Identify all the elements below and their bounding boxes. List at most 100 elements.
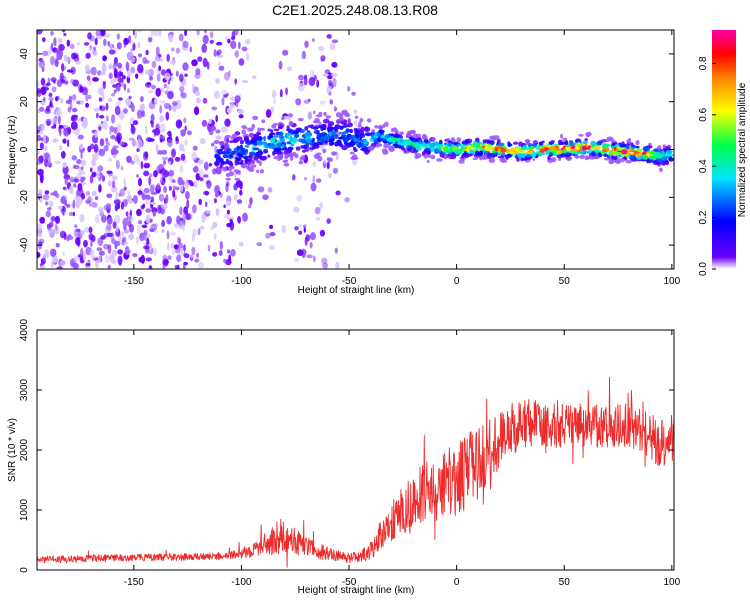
spectrogram-frame (36, 29, 675, 270)
signal-point (253, 133, 259, 138)
signal-point (585, 156, 591, 160)
signal-point (213, 140, 220, 144)
signal-point (286, 125, 290, 130)
noise-speck (218, 65, 225, 71)
noise-speck (145, 214, 151, 224)
noise-speck (38, 188, 43, 194)
noise-speck (245, 52, 250, 61)
noise-speck (87, 145, 92, 153)
noise-speck (269, 224, 274, 229)
signal-point (251, 164, 257, 168)
noise-speck (80, 100, 84, 105)
signal-point (597, 146, 601, 151)
noise-speck (328, 91, 332, 96)
signal-point (424, 144, 429, 149)
noise-speck (295, 98, 302, 106)
noise-speck (111, 114, 116, 124)
noise-speck (99, 172, 103, 177)
signal-point (263, 149, 269, 154)
noise-speck (70, 179, 74, 183)
signal-point (642, 154, 649, 160)
noise-speck (115, 101, 122, 106)
signal-point (355, 134, 360, 139)
signal-point (431, 137, 436, 142)
noise-speck (163, 259, 170, 265)
signal-point (618, 142, 622, 145)
noise-speck (332, 167, 339, 174)
signal-point (278, 154, 283, 158)
signal-point (601, 143, 609, 149)
noise-speck (103, 38, 107, 47)
signal-point (273, 135, 279, 138)
noise-speck (77, 134, 84, 140)
noise-speck (42, 145, 48, 151)
noise-speck (172, 248, 175, 256)
noise-speck (74, 224, 78, 228)
snr-xtick-label: 100 (664, 577, 681, 588)
signal-point (335, 112, 342, 118)
noise-speck (225, 200, 232, 206)
signal-point (556, 154, 563, 159)
noise-speck (98, 97, 103, 102)
noise-speck (79, 214, 85, 223)
signal-point (325, 115, 331, 119)
signal-point (633, 151, 637, 156)
noise-speck (37, 192, 42, 198)
noise-speck (175, 47, 181, 54)
signal-point (621, 149, 628, 155)
noise-speck (40, 77, 46, 86)
signal-point (346, 133, 352, 138)
signal-point (358, 121, 362, 127)
noise-speck (65, 203, 71, 208)
noise-speck (326, 161, 330, 170)
signal-point (447, 149, 452, 153)
noise-speck (163, 159, 166, 166)
noise-speck (39, 265, 46, 269)
noise-speck (156, 150, 164, 155)
signal-point (291, 139, 297, 144)
signal-point (244, 145, 250, 148)
signal-point (484, 139, 489, 143)
noise-speck (76, 159, 82, 165)
noise-speck (80, 176, 84, 184)
noise-speck (133, 30, 138, 39)
noise-speck (175, 137, 179, 145)
signal-point (294, 134, 299, 139)
signal-point (296, 127, 302, 132)
noise-speck (296, 195, 303, 202)
noise-speck (61, 63, 65, 72)
signal-point (632, 145, 636, 149)
noise-speck (45, 201, 49, 206)
noise-speck (179, 164, 184, 174)
noise-speck (171, 148, 176, 158)
noise-speck (265, 232, 271, 239)
signal-point (382, 150, 389, 155)
signal-point (390, 133, 395, 137)
noise-speck (312, 38, 315, 42)
signal-point (324, 140, 328, 144)
noise-speck (226, 107, 232, 114)
noise-speck (149, 76, 153, 81)
signal-point (443, 146, 449, 152)
noise-speck (131, 139, 137, 147)
noise-speck (46, 223, 52, 231)
noise-speck (197, 228, 201, 236)
noise-speck (147, 37, 153, 43)
noise-speck (209, 31, 214, 39)
noise-speck (37, 223, 43, 232)
noise-speck (163, 185, 167, 194)
noise-speck (238, 242, 244, 247)
noise-speck (156, 183, 161, 191)
noise-speck (214, 198, 217, 204)
noise-speck (179, 184, 184, 192)
noise-speck (113, 126, 118, 134)
noise-speck (310, 232, 316, 241)
signal-point (550, 140, 556, 143)
noise-speck (141, 224, 148, 229)
signal-point (334, 124, 341, 130)
signal-point (436, 158, 443, 162)
noise-speck (59, 128, 62, 137)
noise-speck (309, 69, 315, 79)
signal-point (292, 130, 299, 135)
noise-speck (87, 32, 92, 40)
